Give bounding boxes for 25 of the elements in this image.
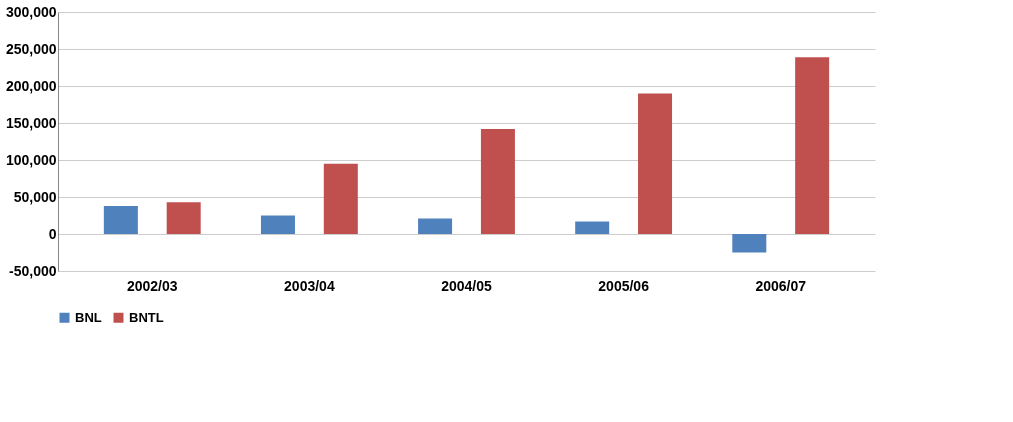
bar [103, 205, 138, 234]
y-tick-label: 150,000 [5, 114, 57, 131]
bar [575, 221, 610, 234]
y-tick-label: 300,000 [5, 3, 57, 20]
bar [418, 218, 453, 234]
y-tick-label: 100,000 [5, 151, 57, 168]
x-tick-label: 2003/04 [284, 277, 335, 294]
bar [323, 163, 358, 234]
x-tick-label: 2004/05 [441, 277, 493, 294]
y-tick-label: 50,000 [13, 188, 57, 205]
x-tick-label: 2005/06 [598, 277, 650, 294]
y-tick-label: 0 [48, 225, 57, 242]
y-tick-label: 200,000 [5, 77, 57, 94]
x-tick-label: 2006/07 [755, 277, 807, 294]
bar [260, 215, 295, 234]
x-tick-label: 2002/03 [126, 277, 178, 294]
legend-label: BNTL [129, 309, 164, 325]
y-tick-label: -50,000 [9, 262, 57, 279]
bar [166, 202, 201, 234]
bar [480, 128, 515, 234]
y-tick-label: 250,000 [5, 40, 57, 57]
bar [732, 234, 767, 253]
bar [638, 93, 673, 234]
bar [795, 57, 830, 234]
legend-label: BNL [75, 309, 102, 325]
